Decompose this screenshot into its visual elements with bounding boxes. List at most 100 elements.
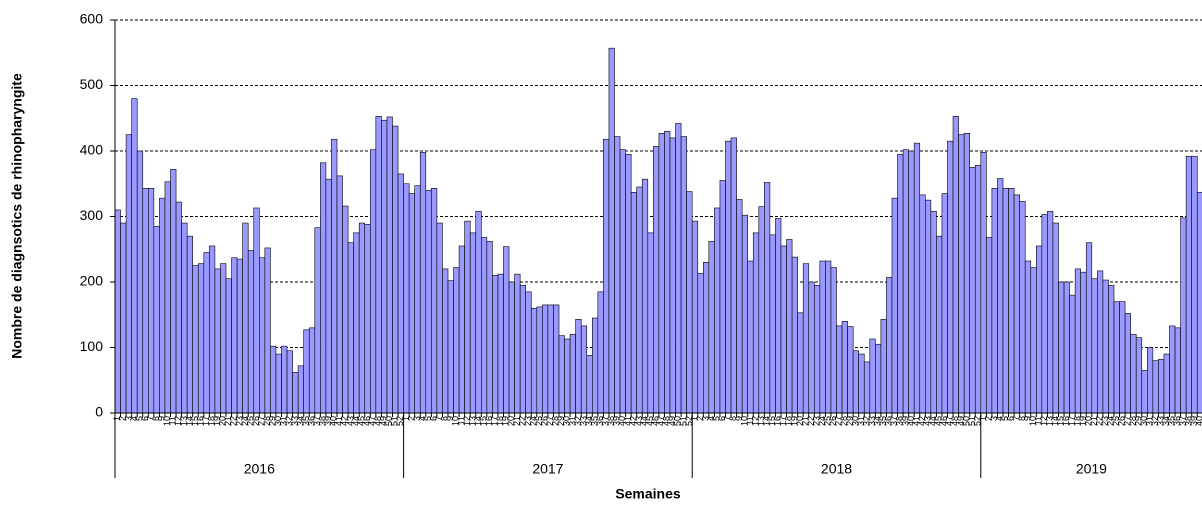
x-tick-label: 38 xyxy=(606,416,616,426)
bar xyxy=(375,115,382,414)
bar xyxy=(325,178,332,414)
bar xyxy=(841,320,848,414)
bar xyxy=(553,304,560,414)
bar xyxy=(1019,201,1026,414)
bar xyxy=(608,47,615,414)
x-tick-label: 36 xyxy=(595,416,605,426)
x-tick-label: 21 xyxy=(1089,416,1099,426)
bar xyxy=(364,224,371,414)
bar xyxy=(1080,271,1087,414)
bar xyxy=(536,306,543,414)
bar xyxy=(381,119,388,414)
bar xyxy=(924,199,932,414)
bar xyxy=(1163,353,1170,414)
bar xyxy=(403,183,410,414)
x-tick-label: 34 xyxy=(873,416,883,426)
bar xyxy=(209,245,216,414)
x-tick-label: 8 xyxy=(1017,416,1027,421)
x-tick-label: 24 xyxy=(1106,416,1116,426)
bar xyxy=(1196,191,1202,414)
x-tick-label: 7 xyxy=(1011,416,1021,421)
x-tick-label: 25 xyxy=(1111,416,1121,426)
bar xyxy=(519,284,527,414)
bar xyxy=(708,241,715,414)
x-tick-label: 50 xyxy=(384,416,394,426)
bar xyxy=(730,137,737,414)
x-tick-label: 41 xyxy=(334,416,344,426)
x-tick-label: 43 xyxy=(345,416,355,426)
x-tick-label: 23 xyxy=(523,416,533,426)
x-tick-label: 3 xyxy=(412,416,422,421)
x-tick-label: 8 xyxy=(440,416,450,421)
x-tick-label: 23 xyxy=(1100,416,1110,426)
bar xyxy=(758,206,765,414)
bar xyxy=(686,191,693,414)
bar xyxy=(952,115,959,414)
bar xyxy=(1130,334,1137,414)
bar xyxy=(1052,222,1059,414)
bar xyxy=(425,190,432,414)
bar xyxy=(369,149,377,414)
group-label: 2019 xyxy=(1076,461,1107,477)
x-tick-label: 30 xyxy=(1139,416,1149,426)
bar xyxy=(658,133,665,414)
x-tick-label: 28 xyxy=(839,416,849,426)
x-tick-label: 48 xyxy=(373,416,383,426)
bar xyxy=(253,207,260,414)
x-tick-label: 46 xyxy=(651,416,661,426)
x-tick-label: 1 xyxy=(112,416,122,421)
x-tick-label: 6 xyxy=(717,416,727,421)
x-tick-label: 37 xyxy=(601,416,611,426)
bar xyxy=(503,246,510,414)
bar xyxy=(913,142,921,414)
bar xyxy=(1141,370,1148,414)
bar xyxy=(247,250,255,414)
bar xyxy=(164,181,171,414)
x-tick-label: 9 xyxy=(445,416,455,421)
x-tick-label: 48 xyxy=(662,416,672,426)
x-tick-label: 6 xyxy=(140,416,150,421)
x-tick-label: 19 xyxy=(789,416,799,426)
bar xyxy=(525,291,532,414)
bar xyxy=(475,210,482,414)
x-tick-label: 1 xyxy=(401,416,411,421)
bar xyxy=(886,277,893,414)
x-tick-label: 43 xyxy=(922,416,932,426)
x-tick-label: 13 xyxy=(179,416,189,426)
bar xyxy=(675,123,682,414)
x-tick-label: 28 xyxy=(262,416,272,426)
x-tick-label: 37 xyxy=(312,416,322,426)
bar xyxy=(625,153,632,414)
x-tick-label: 9 xyxy=(734,416,744,421)
x-tick-label: 28 xyxy=(551,416,561,426)
bar xyxy=(747,260,754,414)
bar xyxy=(1180,217,1187,414)
bar xyxy=(297,365,304,414)
bar xyxy=(991,188,998,414)
x-tick-label: 26 xyxy=(540,416,550,426)
bar xyxy=(175,201,182,414)
x-tick-label: 19 xyxy=(501,416,511,426)
x-tick-label: 2 xyxy=(695,416,705,421)
x-tick-label: 30 xyxy=(273,416,283,426)
bar xyxy=(569,334,576,414)
bar xyxy=(564,338,571,414)
x-tick-label: 26 xyxy=(828,416,838,426)
x-tick-label: 2 xyxy=(406,416,416,421)
y-tick-label: 300 xyxy=(80,207,104,223)
x-tick-label: 38 xyxy=(895,416,905,426)
x-axis-title: Semaines xyxy=(615,486,681,502)
x-tick-label: 17 xyxy=(490,416,500,426)
x-tick-label: 36 xyxy=(1172,416,1182,426)
x-tick-label: 49 xyxy=(956,416,966,426)
bar xyxy=(986,237,993,414)
x-tick-label: 45 xyxy=(356,416,366,426)
bar xyxy=(508,281,515,414)
x-tick-label: 4 xyxy=(995,416,1005,421)
x-tick-label: 27 xyxy=(834,416,844,426)
bar xyxy=(802,263,810,414)
x-tick-label: 20 xyxy=(506,416,516,426)
bar xyxy=(880,319,887,414)
bar xyxy=(780,245,787,414)
bar xyxy=(131,98,138,414)
